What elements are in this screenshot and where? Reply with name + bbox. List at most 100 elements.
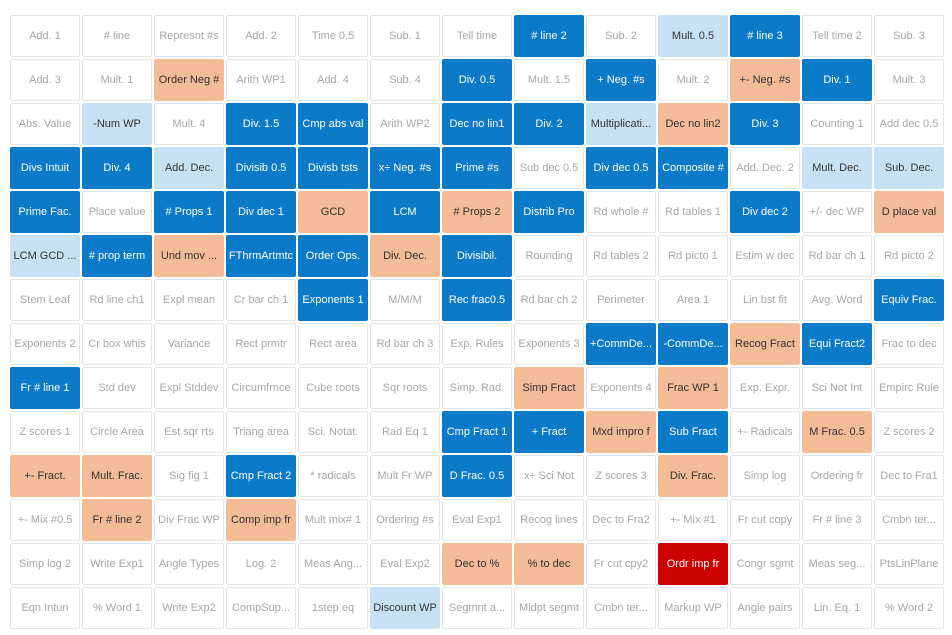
skill-tile[interactable]: Z scores 2 (874, 411, 944, 453)
skill-tile[interactable]: x÷ Sci Not (514, 455, 584, 497)
skill-tile[interactable]: # line 3 (730, 15, 800, 57)
skill-tile[interactable]: +CommDe... (586, 323, 656, 365)
skill-tile[interactable]: Mult. 3 (874, 59, 944, 101)
skill-tile[interactable]: Simp log (730, 455, 800, 497)
skill-tile[interactable]: x÷ Neg. #s (370, 147, 440, 189)
skill-tile[interactable]: Exp. Expr. (730, 367, 800, 409)
skill-tile[interactable]: Add. 2 (226, 15, 296, 57)
skill-tile[interactable]: LCM GCD ... (10, 235, 80, 277)
skill-tile[interactable]: Avg. Word (802, 279, 872, 321)
skill-tile[interactable]: Discount WP (370, 587, 440, 629)
skill-tile[interactable]: Std dev (82, 367, 152, 409)
skill-tile[interactable]: Div dec 2 (730, 191, 800, 233)
skill-tile[interactable]: Sci Not Int (802, 367, 872, 409)
skill-tile[interactable]: Order Neg # (154, 59, 224, 101)
skill-tile[interactable]: Ordering #s (370, 499, 440, 541)
skill-tile[interactable]: Rad Eq 1 (370, 411, 440, 453)
skill-tile[interactable]: Ordering fr (802, 455, 872, 497)
skill-tile[interactable]: Simp. Rad. (442, 367, 512, 409)
skill-tile[interactable]: Sub. Dec. (874, 147, 944, 189)
skill-tile[interactable]: Cr bar ch 1 (226, 279, 296, 321)
skill-tile[interactable]: Sub. 4 (370, 59, 440, 101)
skill-tile[interactable]: Mult. Dec. (802, 147, 872, 189)
skill-tile[interactable]: Empirc Rule (874, 367, 944, 409)
skill-tile[interactable]: # Props 1 (154, 191, 224, 233)
skill-tile[interactable]: % Word 2 (874, 587, 944, 629)
skill-tile[interactable]: Abs. Value (10, 103, 80, 145)
skill-tile[interactable]: Tell time 2 (802, 15, 872, 57)
skill-tile[interactable]: % to dec (514, 543, 584, 585)
skill-tile[interactable]: Represnt #s (154, 15, 224, 57)
skill-tile[interactable]: Sub. 1 (370, 15, 440, 57)
skill-tile[interactable]: Dec to Fra2 (586, 499, 656, 541)
skill-tile[interactable]: +/- dec WP (802, 191, 872, 233)
skill-tile[interactable]: Mult. 0.5 (658, 15, 728, 57)
skill-tile[interactable]: Exp. Rules (442, 323, 512, 365)
skill-tile[interactable]: Area 1 (658, 279, 728, 321)
skill-tile[interactable]: Rd line ch1 (82, 279, 152, 321)
skill-tile[interactable]: Exponents 2 (10, 323, 80, 365)
skill-tile[interactable]: Mult. 2 (658, 59, 728, 101)
skill-tile[interactable]: Variance (154, 323, 224, 365)
skill-tile[interactable]: Meas seg... (802, 543, 872, 585)
skill-tile[interactable]: Und mov ... (154, 235, 224, 277)
skill-tile[interactable]: Write Exp1 (82, 543, 152, 585)
skill-tile[interactable]: Z scores 3 (586, 455, 656, 497)
skill-tile[interactable]: Fr cut cpy2 (586, 543, 656, 585)
skill-tile[interactable]: Add dec 0.5 (874, 103, 944, 145)
skill-tile[interactable]: Eval Exp2 (370, 543, 440, 585)
skill-tile[interactable]: Z scores 1 (10, 411, 80, 453)
skill-tile[interactable]: Div. 1.5 (226, 103, 296, 145)
skill-tile[interactable]: Comp imp fr (226, 499, 296, 541)
skill-tile[interactable]: Meas Ang... (298, 543, 368, 585)
skill-tile[interactable]: Mxd impro f (586, 411, 656, 453)
skill-tile[interactable]: Circumfrnce (226, 367, 296, 409)
skill-tile[interactable]: Exponents 1 (298, 279, 368, 321)
skill-tile[interactable]: Frac WP 1 (658, 367, 728, 409)
skill-tile[interactable]: Log. 2 (226, 543, 296, 585)
skill-tile[interactable]: Sqr roots (370, 367, 440, 409)
skill-tile[interactable]: Angle pairs (730, 587, 800, 629)
skill-tile[interactable]: Dec to % (442, 543, 512, 585)
skill-tile[interactable]: Order Ops. (298, 235, 368, 277)
skill-tile[interactable]: Perimeter (586, 279, 656, 321)
skill-tile[interactable]: Dec no lin1 (442, 103, 512, 145)
skill-tile[interactable]: Fr # line 3 (802, 499, 872, 541)
skill-tile[interactable]: Cmp Fract 1 (442, 411, 512, 453)
skill-tile[interactable]: Counting 1 (802, 103, 872, 145)
skill-tile[interactable]: CompSup... (226, 587, 296, 629)
skill-tile[interactable]: Circle Area (82, 411, 152, 453)
skill-tile[interactable]: Add. Dec. 2 (730, 147, 800, 189)
skill-tile[interactable]: Divisibil. (442, 235, 512, 277)
skill-tile[interactable]: Recog Fract (730, 323, 800, 365)
skill-tile[interactable]: Ordr imp fr (658, 543, 728, 585)
skill-tile[interactable]: Write Exp2 (154, 587, 224, 629)
skill-tile[interactable]: Add. 3 (10, 59, 80, 101)
skill-tile[interactable]: Recog lines (514, 499, 584, 541)
skill-tile[interactable]: PtsLinPlane (874, 543, 944, 585)
skill-tile[interactable]: Equiv Frac. (874, 279, 944, 321)
skill-tile[interactable]: Arith WP1 (226, 59, 296, 101)
skill-tile[interactable]: + Fract (514, 411, 584, 453)
skill-tile[interactable]: Cmp Fract 2 (226, 455, 296, 497)
skill-tile[interactable]: D place val (874, 191, 944, 233)
skill-tile[interactable]: Estim w dec (730, 235, 800, 277)
skill-tile[interactable]: Div. 2 (514, 103, 584, 145)
skill-tile[interactable]: Multiplicati... (586, 103, 656, 145)
skill-tile[interactable]: Add. 1 (10, 15, 80, 57)
skill-tile[interactable]: Dec no lin2 (658, 103, 728, 145)
skill-tile[interactable]: Rd whole # (586, 191, 656, 233)
skill-tile[interactable]: Rect area (298, 323, 368, 365)
skill-tile[interactable]: Cr box whis (82, 323, 152, 365)
skill-tile[interactable]: Div. 3 (730, 103, 800, 145)
skill-tile[interactable]: Frac to dec (874, 323, 944, 365)
skill-tile[interactable]: Eval Exp1 (442, 499, 512, 541)
skill-tile[interactable]: Div dec 1 (226, 191, 296, 233)
skill-tile[interactable]: Triang area (226, 411, 296, 453)
skill-tile[interactable]: # line (82, 15, 152, 57)
skill-tile[interactable]: Rect prmtr (226, 323, 296, 365)
skill-tile[interactable]: 1step eq (298, 587, 368, 629)
skill-tile[interactable]: FThrmArtmtc (226, 235, 296, 277)
skill-tile[interactable]: * radicals (298, 455, 368, 497)
skill-tile[interactable]: Mult Fr WP (370, 455, 440, 497)
